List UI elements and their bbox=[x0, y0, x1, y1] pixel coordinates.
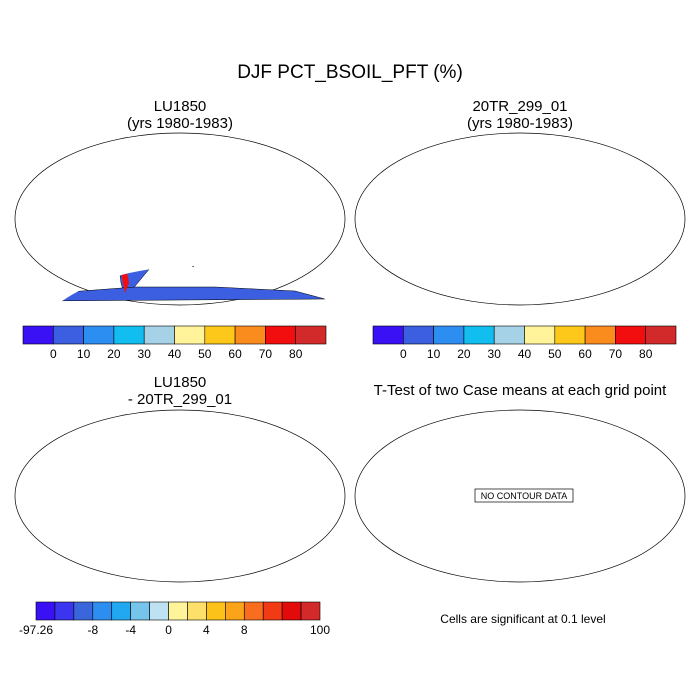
colorbar-swatch bbox=[463, 325, 495, 345]
panel-br-title: T-Test of two Case means at each grid po… bbox=[350, 382, 690, 399]
colorbar-tick-label: 80 bbox=[639, 347, 653, 361]
main-title: DJF PCT_BSOIL_PFT (%) bbox=[237, 62, 463, 83]
colorbar-tick-label: 60 bbox=[228, 347, 242, 361]
colorbar-top-right: 0 10 20 30 40 50 60 70 80 bbox=[372, 325, 677, 361]
colorbar-tick-label: -97.26 bbox=[19, 623, 53, 637]
colorbar-tick-label: 70 bbox=[609, 347, 623, 361]
colorbar-swatch bbox=[295, 325, 327, 345]
colorbar-tick-label: 40 bbox=[168, 347, 182, 361]
colorbar-tick-label: 40 bbox=[518, 347, 532, 361]
colorbar-swatch bbox=[493, 325, 525, 345]
colorbar-tick-label: 20 bbox=[457, 347, 471, 361]
colorbar-tick-label: 8 bbox=[241, 623, 248, 637]
colorbar-swatch bbox=[645, 325, 677, 345]
colorbar-tick-label: 70 bbox=[259, 347, 273, 361]
colorbar-top-left: 0 10 20 30 40 50 60 70 80 bbox=[22, 325, 327, 361]
colorbar-swatch bbox=[615, 325, 647, 345]
colorbar-swatch bbox=[143, 325, 175, 345]
map-br: NO CONTOUR DATA bbox=[354, 409, 686, 583]
colorbar-swatch bbox=[130, 601, 150, 621]
colorbar-bottom-left: -97.26 -8 -4 0 4 8 100 bbox=[19, 601, 330, 637]
panel-tl-title-line2: (yrs 1980-1983) bbox=[127, 115, 233, 132]
colorbar-swatch bbox=[73, 601, 94, 621]
colorbar-tick-label: 10 bbox=[427, 347, 441, 361]
colorbar-tick-label: 50 bbox=[548, 347, 562, 361]
colorbar-tick-label: 60 bbox=[578, 347, 592, 361]
panel-tl-title-line1: LU1850 bbox=[153, 98, 207, 115]
colorbar-swatch bbox=[524, 325, 556, 345]
colorbar-tick-label: 80 bbox=[289, 347, 303, 361]
colorbar-swatch bbox=[111, 601, 131, 621]
colorbar-swatch bbox=[204, 325, 236, 345]
map-tr bbox=[354, 132, 686, 306]
colorbar-swatch bbox=[52, 325, 84, 345]
colorbar-tick-label: 0 bbox=[400, 347, 407, 361]
colorbar-swatch bbox=[372, 325, 404, 345]
colorbar-tick-label: 50 bbox=[198, 347, 212, 361]
colorbar-swatch bbox=[206, 601, 226, 621]
colorbar-tick-label: -4 bbox=[125, 623, 136, 637]
panel-tr-title-line1: 20TR_299_01 bbox=[472, 98, 568, 115]
colorbar-tick-label: 100 bbox=[310, 623, 330, 637]
colorbar-swatch bbox=[281, 601, 302, 621]
colorbar-tick-label: 0 bbox=[50, 347, 57, 361]
panel-tr-title-line2: (yrs 1980-1983) bbox=[467, 115, 573, 132]
colorbar-swatch bbox=[300, 601, 321, 621]
map-tl bbox=[14, 132, 346, 306]
panel-bl-title-line2: - 20TR_299_01 bbox=[127, 391, 233, 408]
colorbar-swatch bbox=[22, 325, 54, 345]
colorbar-swatch bbox=[35, 601, 56, 621]
panel-br-title-line1: T-Test of two Case means at each grid po… bbox=[373, 382, 667, 399]
panel-bl-title-line1: LU1850 bbox=[153, 374, 207, 391]
colorbar-tick-label: 10 bbox=[77, 347, 91, 361]
panel-tl-title: LU1850 (yrs 1980-1983) bbox=[40, 98, 320, 132]
colorbar-swatch bbox=[554, 325, 586, 345]
colorbar-tick-label: -8 bbox=[87, 623, 98, 637]
colorbar-swatch bbox=[433, 325, 465, 345]
significance-footer: Cells are significant at 0.1 level bbox=[440, 612, 605, 626]
colorbar-swatch bbox=[174, 325, 206, 345]
colorbar-swatch bbox=[113, 325, 145, 345]
colorbar-swatch bbox=[187, 601, 207, 621]
colorbar-swatch bbox=[234, 325, 266, 345]
map-bl bbox=[14, 409, 346, 583]
colorbar-swatch bbox=[402, 325, 434, 345]
panel-tr-title: 20TR_299_01 (yrs 1980-1983) bbox=[380, 98, 660, 132]
no-contour-data-label: NO CONTOUR DATA bbox=[481, 491, 568, 501]
colorbar-swatch bbox=[149, 601, 169, 621]
colorbar-swatch bbox=[92, 601, 113, 621]
colorbar-swatch bbox=[265, 325, 296, 345]
colorbar-swatch bbox=[168, 601, 188, 621]
panel-bl-title: LU1850 - 20TR_299_01 bbox=[40, 374, 320, 408]
colorbar-swatch bbox=[225, 601, 245, 621]
colorbar-swatch bbox=[54, 601, 75, 621]
colorbar-swatch bbox=[83, 325, 115, 345]
colorbar-tick-label: 4 bbox=[203, 623, 210, 637]
colorbar-swatch bbox=[243, 601, 264, 621]
colorbar-swatch bbox=[584, 325, 616, 345]
colorbar-swatch bbox=[262, 601, 283, 621]
colorbar-tick-label: 30 bbox=[138, 347, 152, 361]
colorbar-tick-label: 30 bbox=[488, 347, 502, 361]
colorbar-tick-label: 20 bbox=[107, 347, 121, 361]
colorbar-tick-label: 0 bbox=[165, 623, 172, 637]
